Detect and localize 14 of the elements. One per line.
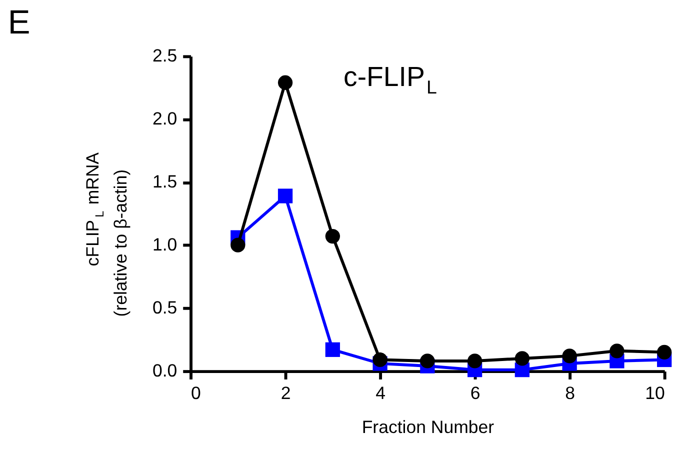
- x-tick-label: 2: [280, 383, 291, 404]
- text: E: [8, 4, 30, 42]
- x-axis-title: Fraction Number: [362, 416, 494, 437]
- y-tick-label: 1.0: [152, 234, 178, 255]
- y-tick-label: 2.0: [152, 108, 178, 129]
- y-tick-label: 0.5: [152, 298, 178, 318]
- x-tick-label: 0: [191, 383, 202, 404]
- x-tick-label: 8: [565, 383, 576, 404]
- y-tick-label: 1.5: [152, 172, 178, 192]
- y-tick-label: 0.0: [152, 360, 178, 380]
- x-tick-label: 4: [376, 383, 386, 404]
- x-tick-label: 6: [470, 383, 480, 404]
- y-tick-label: 2.5: [152, 46, 178, 66]
- x-tick-label: 10: [645, 383, 665, 404]
